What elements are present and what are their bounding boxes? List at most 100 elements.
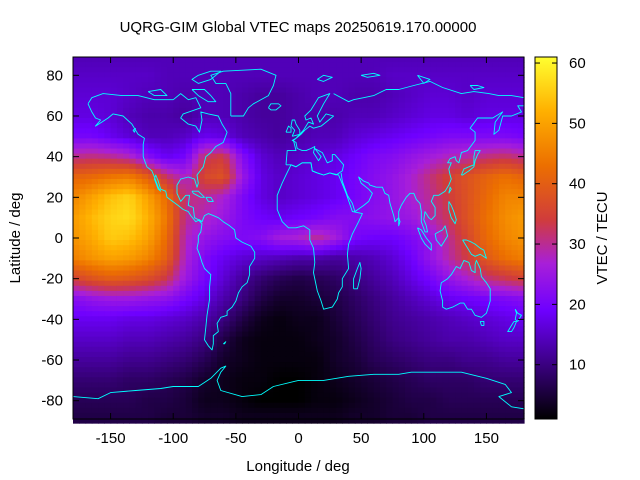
heatmap-cell [411, 62, 419, 68]
heatmap-cell [210, 387, 218, 394]
heatmap-cell [85, 306, 93, 312]
heatmap-cell [110, 229, 118, 236]
heatmap-cell [304, 234, 312, 241]
heatmap-cell [204, 356, 212, 363]
heatmap-cell [304, 163, 312, 170]
heatmap-cell [386, 336, 394, 343]
heatmap-cell [354, 290, 362, 297]
heatmap-cell [185, 275, 193, 282]
heatmap-cell [73, 260, 80, 267]
heatmap-cell [392, 128, 400, 134]
heatmap-cell [285, 265, 293, 272]
heatmap-cell [386, 179, 394, 185]
heatmap-cell [273, 367, 281, 373]
heatmap-cell [336, 392, 343, 399]
heatmap-cell [448, 341, 456, 348]
heatmap-cell [404, 153, 412, 160]
heatmap-cell [285, 138, 293, 145]
heatmap-cell [166, 199, 174, 206]
heatmap-cell [273, 173, 281, 180]
heatmap-cell [373, 123, 381, 129]
heatmap-cell [279, 275, 287, 282]
heatmap-cell [298, 362, 306, 368]
heatmap-cell [260, 351, 268, 358]
heatmap-cell [279, 57, 287, 63]
heatmap-cell [461, 77, 469, 84]
heatmap-cell [85, 107, 93, 114]
heatmap-cell [198, 128, 206, 134]
heatmap-cell [110, 270, 118, 277]
heatmap-cell [204, 67, 212, 73]
heatmap-cell [242, 138, 249, 145]
heatmap-cell [217, 112, 224, 119]
heatmap-cell [336, 316, 343, 322]
heatmap-cell [398, 356, 406, 363]
heatmap-cell [411, 346, 419, 353]
heatmap-cell [292, 290, 300, 297]
heatmap-cell [473, 240, 481, 246]
heatmap-cell [267, 295, 275, 302]
heatmap-cell [455, 57, 462, 63]
heatmap-cell [179, 229, 187, 236]
heatmap-cell [79, 382, 87, 389]
heatmap-cell [480, 250, 488, 256]
heatmap-cell [160, 290, 168, 297]
heatmap-cell [505, 392, 513, 399]
heatmap-cell [104, 224, 112, 231]
heatmap-cell [273, 301, 281, 307]
heatmap-cell [91, 189, 99, 195]
heatmap-cell [179, 407, 187, 414]
heatmap-cell [492, 173, 500, 180]
heatmap-cell [135, 407, 143, 414]
heatmap-cell [348, 372, 356, 378]
heatmap-cell [292, 123, 300, 129]
heatmap-cell [423, 392, 431, 399]
heatmap-cell [273, 62, 281, 68]
heatmap-cell [298, 255, 306, 261]
heatmap-cell [248, 270, 256, 277]
heatmap-cell [192, 387, 199, 394]
heatmap-cell [210, 392, 218, 399]
heatmap-cell [404, 133, 412, 139]
heatmap-cell [442, 367, 450, 373]
heatmap-cell [311, 229, 318, 236]
heatmap-cell [116, 260, 124, 267]
heatmap-cell [473, 346, 481, 353]
heatmap-cell [455, 402, 462, 409]
heatmap-cell [73, 123, 80, 129]
heatmap-cell [260, 346, 268, 353]
heatmap-cell [411, 107, 419, 114]
heatmap-cell [248, 372, 256, 378]
heatmap-cell [336, 280, 343, 287]
heatmap-cell [185, 280, 193, 287]
heatmap-cell [423, 245, 431, 251]
heatmap-cell [480, 97, 488, 104]
heatmap-cell [367, 112, 375, 119]
heatmap-cell [192, 234, 199, 241]
heatmap-cell [248, 204, 256, 211]
heatmap-cell [505, 184, 513, 190]
heatmap-cell [480, 306, 488, 312]
heatmap-cell [148, 179, 156, 185]
heatmap-cell [461, 275, 469, 282]
heatmap-cell [448, 214, 456, 221]
heatmap-cell [373, 72, 381, 78]
heatmap-cell [423, 234, 431, 241]
heatmap-cell [304, 367, 312, 373]
heatmap-cell [210, 173, 218, 180]
heatmap-cell [511, 387, 519, 394]
heatmap-cell [323, 392, 331, 399]
heatmap-cell [198, 280, 206, 287]
heatmap-cell [455, 240, 462, 246]
heatmap-cell [154, 356, 162, 363]
heatmap-cell [398, 250, 406, 256]
heatmap-cell [279, 346, 287, 353]
heatmap-cell [285, 392, 293, 399]
heatmap-cell [386, 97, 394, 104]
heatmap-cell [242, 123, 249, 129]
heatmap-cell [260, 250, 268, 256]
heatmap-cell [461, 158, 469, 165]
heatmap-cell [85, 168, 93, 175]
heatmap-cell [304, 67, 312, 73]
heatmap-cell [254, 224, 262, 231]
